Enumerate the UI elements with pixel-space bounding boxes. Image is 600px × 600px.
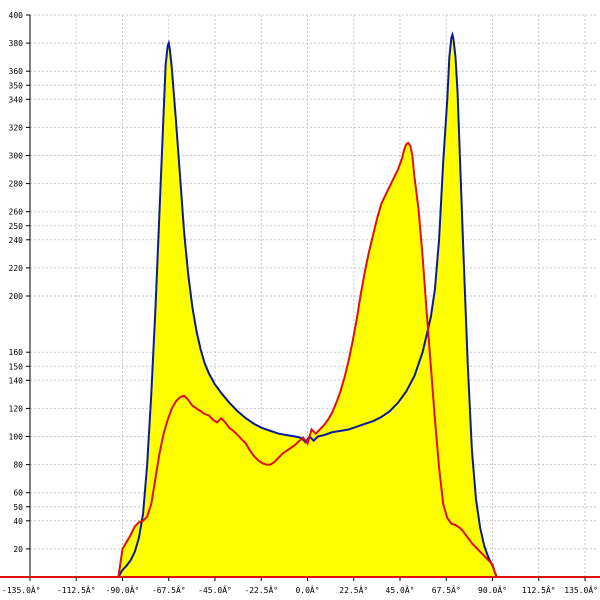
y-tick-labels: 20 40 50 60 80 100 120 140 150 160 200 220 240 250 260… [9,11,24,554]
y-tick-label: 200 [9,292,24,301]
x-tick-label: 0.0Â° [295,584,319,595]
y-tick-label: 50 [13,503,23,512]
y-tick-label: 20 [13,545,23,554]
x-tick-label: 135.0Â° [564,584,598,595]
x-tick-label: -22.5Â° [244,584,278,595]
y-tick-label: 100 [9,433,24,442]
y-tick-label: 300 [9,152,24,161]
y-tick-label: 260 [9,208,24,217]
x-tick-label: -112.5Â° [57,584,96,595]
y-tick-label: 150 [9,362,24,371]
x-tick-label: 112.5Â° [522,584,556,595]
y-tick-label: 400 [9,11,24,20]
x-tick-label: 67.5Â° [432,584,461,595]
y-tick-label: 380 [9,39,24,48]
y-tick-label: 120 [9,404,24,413]
x-tick-label: -135.0Â° [2,584,41,595]
y-tick-label: 220 [9,264,24,273]
x-tick-label: -90.0Â° [106,584,140,595]
x-tick-labels: -135.0Â° -112.5Â° -90.0Â° -67.5Â° -45.0Â° -22… [2,584,598,595]
area-fill [30,34,585,578]
y-tick-label: 240 [9,236,24,245]
y-tick-label: 350 [9,81,24,90]
x-tick-label: -67.5Â° [152,584,186,595]
x-tick-label: 45.0Â° [386,584,415,595]
y-tick-label: 60 [13,489,23,498]
series-line-red [30,141,585,578]
y-tick-label: 40 [13,517,23,526]
x-tick-label: 22.5Â° [339,584,368,595]
y-tick-label: 140 [9,376,24,385]
x-tick-label: 90.0Â° [478,584,507,595]
y-tick-label: 250 [9,222,24,231]
y-tick-label: 360 [9,67,24,76]
y-tick-label: 320 [9,123,24,132]
y-tick-label: 340 [9,95,24,104]
y-tick-label: 80 [13,461,23,470]
x-tick-label: -45.0Â° [198,584,232,595]
axes [0,14,600,581]
y-tick-label: 160 [9,348,24,357]
y-tick-label: 280 [9,180,24,189]
